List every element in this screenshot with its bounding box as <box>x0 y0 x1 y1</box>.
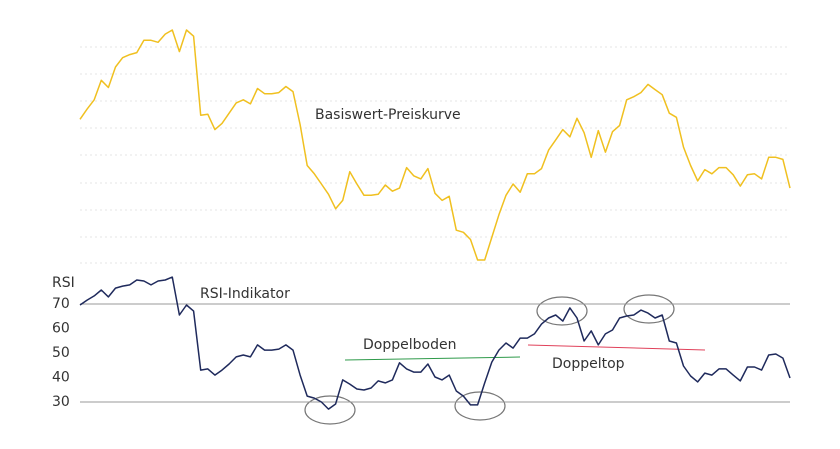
rsi-annotation: RSI-Indikator <box>200 286 290 302</box>
y-tick-label: 50 <box>52 345 70 361</box>
y-axis-label: RSI <box>52 275 75 291</box>
y-tick-label: 70 <box>52 296 70 312</box>
y-tick-label: 40 <box>52 370 70 386</box>
pattern-label: Doppeltop <box>552 356 625 372</box>
highlight <box>623 294 675 324</box>
highlight <box>304 395 356 425</box>
y-tick-label: 60 <box>52 321 70 337</box>
highlight <box>454 391 506 421</box>
y-tick-label: 30 <box>52 394 70 410</box>
pattern-line <box>527 344 706 351</box>
highlight <box>536 296 588 326</box>
pattern-line <box>344 356 521 361</box>
line <box>79 276 791 410</box>
price-annotation: Basiswert-Preiskurve <box>315 107 461 123</box>
pattern-label: Doppelboden <box>363 337 456 353</box>
line <box>79 29 791 261</box>
price-grid <box>80 46 790 264</box>
